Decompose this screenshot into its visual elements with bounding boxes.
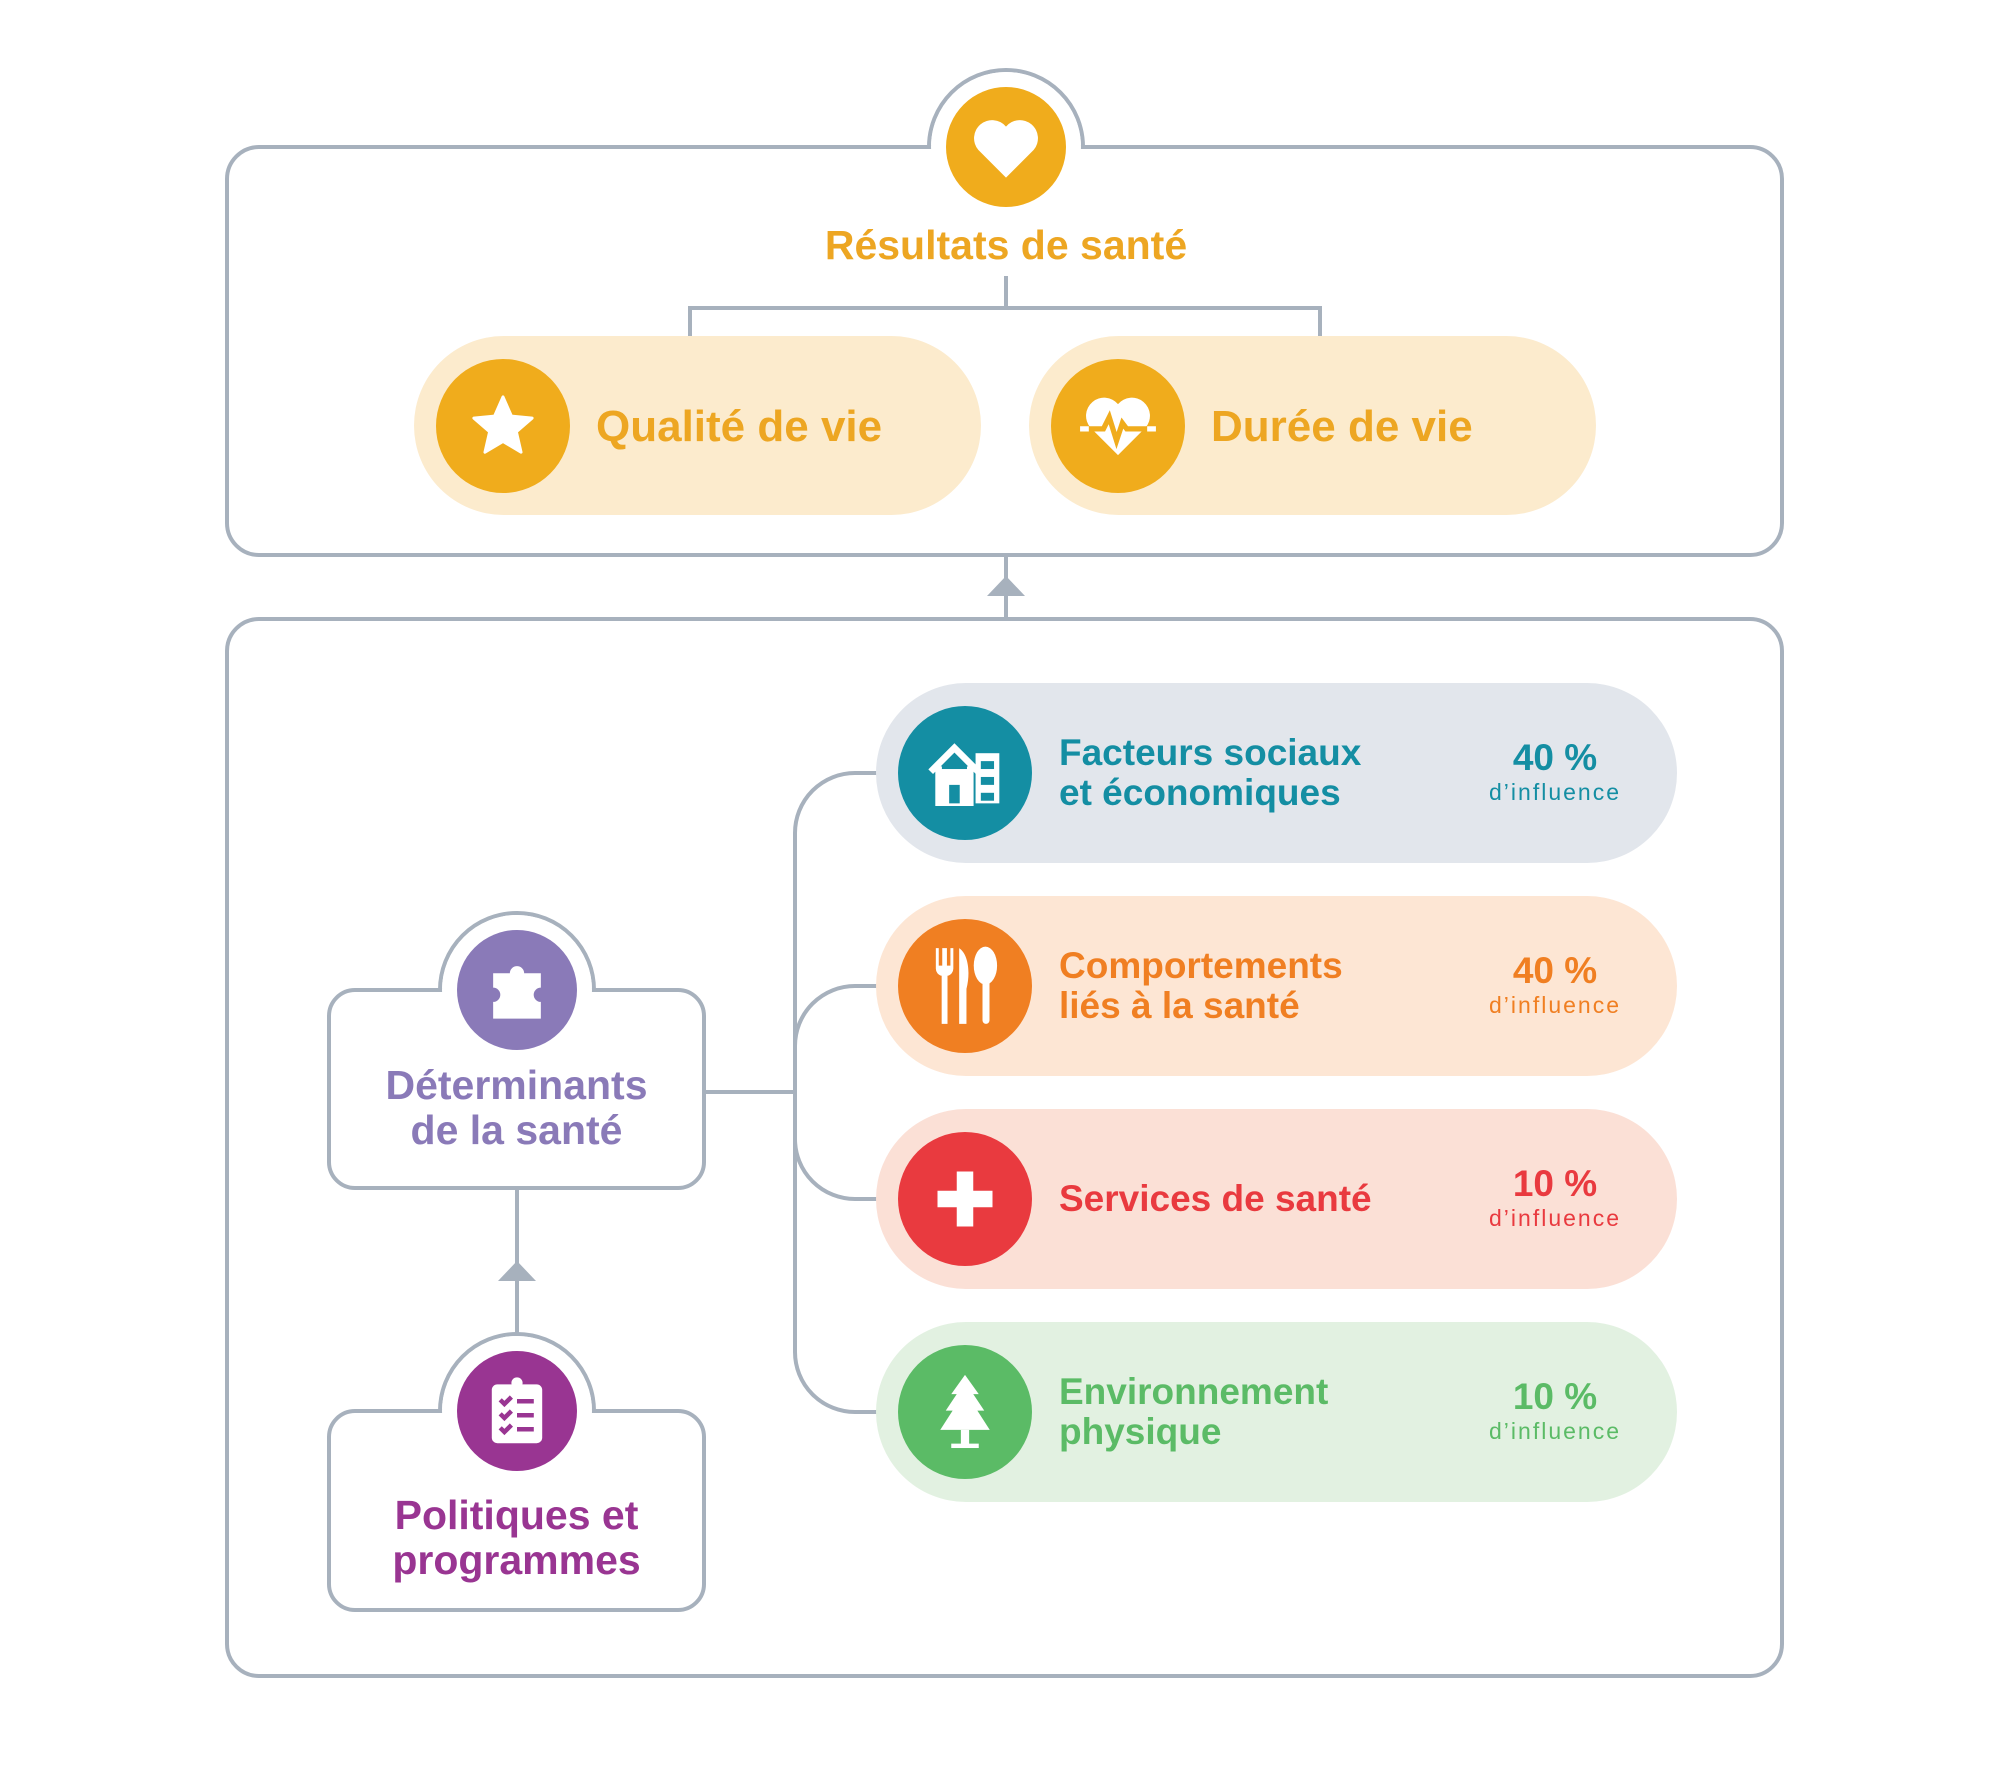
tree-icon bbox=[898, 1345, 1032, 1479]
brace-outer bbox=[793, 771, 880, 1414]
outcome-label: Qualité de vie bbox=[596, 402, 883, 451]
factor-influence: 10 % d’influence bbox=[1455, 1164, 1655, 1232]
heart-pulse-icon bbox=[1051, 359, 1185, 493]
arrow-up-icon bbox=[987, 576, 1025, 596]
factor-label-line: liés à la santé bbox=[1059, 985, 1300, 1026]
outcomes-title: Résultats de santé bbox=[824, 222, 1188, 268]
factor-label-line: Comportements bbox=[1059, 945, 1343, 986]
factor-label-line: Services de santé bbox=[1059, 1178, 1372, 1219]
medical-cross-icon bbox=[898, 1132, 1032, 1266]
factor-label-line: Facteurs sociaux bbox=[1059, 732, 1362, 773]
policies-title-line: Politiques et bbox=[394, 1492, 639, 1538]
influence-caption: d’influence bbox=[1489, 992, 1621, 1018]
brace-branch bbox=[793, 984, 880, 1047]
factor-label: Environnement physique bbox=[1059, 1372, 1328, 1452]
house-building-icon bbox=[898, 706, 1032, 840]
determinants-title: Déterminants de la santé bbox=[329, 1063, 704, 1153]
brace-branch bbox=[793, 1138, 880, 1201]
star-icon bbox=[436, 359, 570, 493]
factor-label-line: physique bbox=[1059, 1411, 1222, 1452]
influence-percent: 40 % bbox=[1512, 737, 1598, 778]
cutlery-icon bbox=[898, 919, 1032, 1053]
influence-caption: d’influence bbox=[1489, 1205, 1621, 1231]
factor-influence: 40 % d’influence bbox=[1455, 738, 1655, 806]
factor-label-line: Environnement bbox=[1059, 1371, 1329, 1412]
determinants-title-line: de la santé bbox=[410, 1107, 623, 1153]
influence-caption: d’influence bbox=[1489, 779, 1621, 805]
influence-percent: 10 % bbox=[1512, 1376, 1598, 1417]
determinants-title-line: Déterminants bbox=[385, 1062, 648, 1108]
outcome-label: Durée de vie bbox=[1211, 402, 1473, 451]
factor-label: Facteurs sociaux et économiques bbox=[1059, 733, 1361, 813]
factor-influence: 10 % d’influence bbox=[1455, 1377, 1655, 1445]
factor-influence: 40 % d’influence bbox=[1455, 951, 1655, 1019]
influence-percent: 40 % bbox=[1512, 950, 1598, 991]
factor-label-line: et économiques bbox=[1059, 772, 1341, 813]
clipboard-checklist-icon bbox=[457, 1351, 577, 1471]
policies-title: Politiques et programmes bbox=[329, 1493, 704, 1583]
policies-title-line: programmes bbox=[392, 1537, 641, 1583]
arrow-up-icon bbox=[498, 1261, 536, 1281]
outcomes-branch bbox=[688, 276, 1322, 336]
heart-icon bbox=[946, 87, 1066, 207]
influence-caption: d’influence bbox=[1489, 1418, 1621, 1444]
factor-label: Services de santé bbox=[1059, 1179, 1372, 1219]
influence-percent: 10 % bbox=[1512, 1163, 1598, 1204]
factor-label: Comportements liés à la santé bbox=[1059, 946, 1343, 1026]
puzzle-icon bbox=[457, 930, 577, 1050]
